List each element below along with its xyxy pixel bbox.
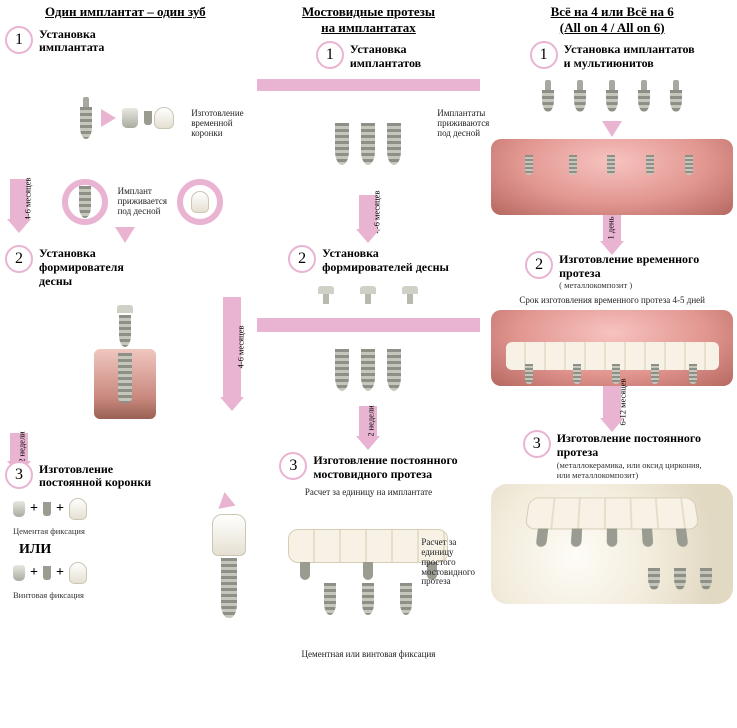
step-1: 1 Установка имплантата (5, 26, 246, 56)
gum-bar-icon (257, 79, 479, 91)
implant-icon (333, 123, 351, 165)
plus-icon: + (30, 565, 38, 581)
arrow-down-icon (602, 121, 622, 137)
step-sub: ( металлокомпозит ) (559, 280, 699, 290)
abutment-icon (13, 501, 25, 517)
screw-fix-row: + + (13, 562, 212, 584)
step-1: 1 Установка имплантатов и мультиюнитов (491, 41, 733, 71)
caption: Имплантаты приживаются под десной (437, 109, 489, 139)
col-bridge: Мостовидные протезы на имплантатах 1 Уст… (248, 4, 490, 724)
step-title: Изготовление временного протеза (559, 253, 699, 281)
step-number: 2 (525, 251, 553, 279)
caption: Имплант приживается под десной (118, 187, 167, 217)
implant-icon (333, 349, 351, 391)
illus-implants (248, 340, 490, 400)
step-number: 2 (5, 245, 33, 273)
step-2: 2 Установка формирователей десны (248, 245, 490, 275)
screw-icon (144, 111, 152, 125)
arrow-right-icon (219, 492, 239, 514)
cement-fix-row: + + (13, 498, 212, 520)
side-connector: 4-6 месяцев (5, 179, 33, 219)
step-3: 3 Изготовление постоянного мостовидного … (248, 452, 490, 482)
step-title: Установка имплантатов (350, 43, 421, 71)
duration-label: 2 недели (17, 431, 27, 462)
gum-bar-icon (257, 318, 479, 332)
col-title: Один имплантат – один зуб (5, 4, 246, 20)
healing-cap-icon (117, 305, 133, 313)
illus-2: 4-6 месяцев (5, 297, 246, 427)
step-number: 1 (530, 41, 558, 69)
caption: Цементная или винтовая фиксация (248, 650, 490, 660)
step-3: 3 Изготовление постоянного протеза (мета… (491, 430, 733, 480)
implant-icon (116, 315, 134, 347)
step-title: Изготовление постоянной коронки (39, 463, 151, 491)
illus-bridge: Расчет за единицу простого мостовидного … (248, 502, 490, 642)
step-number: 1 (316, 41, 344, 69)
col-single-implant: Один имплантат – один зуб 1 Установка им… (4, 4, 246, 724)
duration-label: 2 недели (366, 406, 376, 437)
implant-icon (359, 349, 377, 391)
or-label: ИЛИ (19, 542, 212, 558)
illus-multiunits (491, 79, 733, 113)
final-crown-icon (212, 514, 246, 556)
abutment-icon (122, 108, 138, 128)
step-title: Изготовление постоянного протеза (557, 432, 702, 460)
implant-icon (385, 123, 403, 165)
illus-implants: Имплантаты приживаются под десной (248, 99, 490, 189)
caption: Срок изготовления временного протеза 4-5… (491, 296, 733, 306)
step-number: 2 (288, 245, 316, 273)
implant-icon (359, 123, 377, 165)
temp-crown-icon (154, 107, 174, 129)
plus-icon: + (30, 501, 38, 517)
step-number: 3 (523, 430, 551, 458)
gum-teeth-icon (491, 310, 733, 386)
screw-icon (43, 566, 51, 580)
gum-section-icon (94, 349, 156, 419)
col-title: Всё на 4 или Всё на 6 (All on 4 / All on… (491, 4, 733, 35)
step-number: 3 (279, 452, 307, 480)
col-title: Мостовидные протезы на имплантатах (248, 4, 490, 35)
caption: Цементая фиксация (13, 526, 212, 536)
caption: Расчет за единицу на имплантате (248, 488, 490, 498)
illus-caps (248, 282, 490, 308)
arrow-right-icon (101, 109, 116, 127)
implant-icon (385, 349, 403, 391)
healing-ring-icon (62, 179, 108, 225)
step-1: 1 Установка имплантатов (248, 41, 490, 71)
step-number: 1 (5, 26, 33, 54)
step-title: Установка формирователей десны (322, 247, 449, 275)
healing-ring-icon (177, 179, 223, 225)
implant-icon (220, 558, 238, 618)
jaw-icon (491, 484, 733, 604)
col-allon: Всё на 4 или Всё на 6 (All on 4 / All on… (491, 4, 733, 724)
step-title: Установка имплантатов и мультиюнитов (564, 43, 695, 71)
step-number: 3 (5, 461, 33, 489)
step-title: Изготовление постоянного мостовидного пр… (313, 454, 457, 482)
abutment-icon (13, 565, 25, 581)
screw-icon (43, 502, 51, 516)
crown-icon (69, 562, 87, 584)
plus-icon: + (56, 501, 64, 517)
caption: Расчет за единицу простого мостовидного … (421, 538, 491, 587)
step-title: Установка имплантата (39, 28, 104, 56)
step-sub: (металлокерамика, или оксид циркония, ил… (557, 460, 702, 480)
gum-image-icon (491, 139, 733, 215)
arrow-down-icon (115, 227, 135, 243)
step-2: 2 Установка формирователя десны (5, 245, 246, 288)
step-title: Установка формирователя десны (39, 247, 124, 288)
duration-label: 4-6 месяцев (22, 178, 32, 221)
illus-1a: Изготовление временной коронки (5, 63, 246, 173)
duration-label: 4-6 месяцев (372, 190, 382, 233)
crown-icon (69, 498, 87, 520)
caption: Винтовая фиксация (13, 590, 212, 600)
step-2: 2 Изготовление временного протеза ( мета… (491, 251, 733, 291)
plus-icon: + (56, 565, 64, 581)
duration-label: 1 день (606, 216, 616, 239)
caption: Изготовление временной коронки (191, 109, 243, 139)
duration-label: 4-6 месяцев (235, 325, 245, 368)
implant-icon (77, 97, 95, 139)
duration-label: 6-12 месяцев (618, 379, 628, 426)
step-3: 3 Изготовление постоянной коронки (5, 461, 246, 491)
